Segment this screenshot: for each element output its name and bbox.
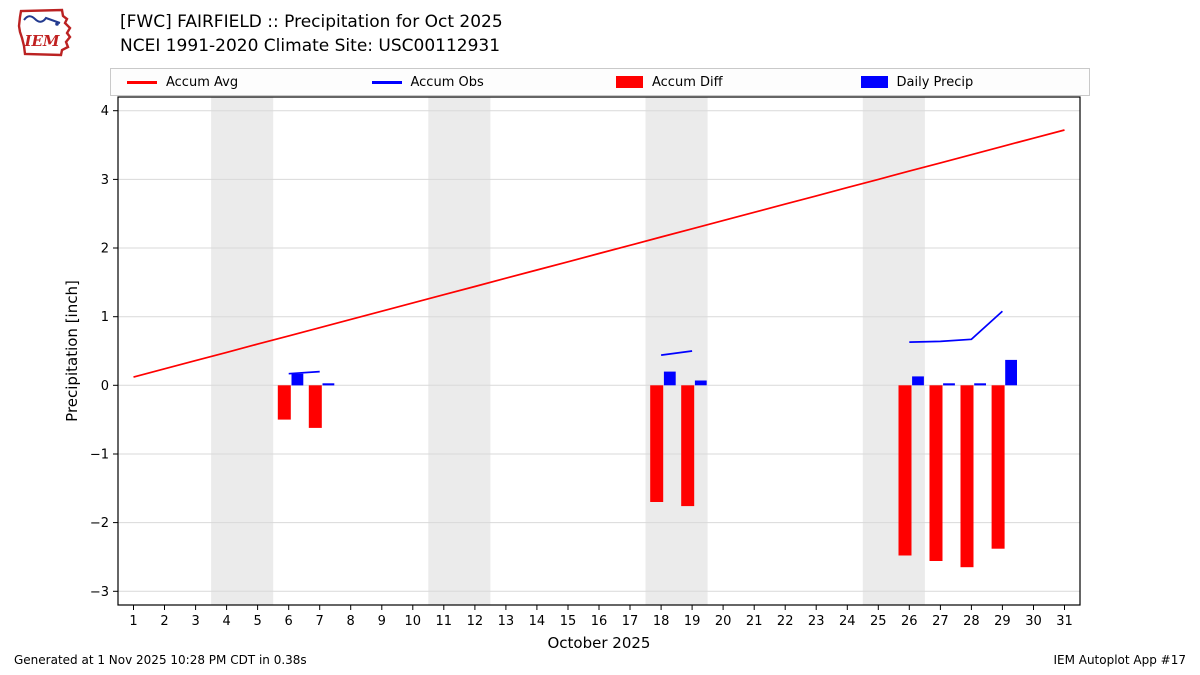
- svg-text:30: 30: [1025, 614, 1042, 629]
- svg-text:13: 13: [498, 614, 515, 629]
- svg-text:−1: −1: [90, 448, 109, 463]
- svg-text:1: 1: [101, 310, 109, 325]
- svg-text:2: 2: [101, 242, 109, 257]
- svg-text:17: 17: [622, 614, 639, 629]
- title-line-1: [FWC] FAIRFIELD :: Precipitation for Oct…: [120, 12, 503, 32]
- logo-text: IEM: [23, 32, 59, 50]
- weather-front-icon: [23, 15, 61, 24]
- svg-text:7: 7: [316, 614, 324, 629]
- station-dot-icon: [55, 22, 59, 26]
- svg-text:31: 31: [1056, 614, 1073, 629]
- svg-text:1: 1: [129, 614, 137, 629]
- svg-text:12: 12: [467, 614, 484, 629]
- legend-label: Accum Obs: [410, 74, 484, 90]
- svg-text:15: 15: [560, 614, 577, 629]
- svg-text:14: 14: [529, 614, 546, 629]
- series-accum-avg: [133, 129, 1065, 378]
- svg-text:26: 26: [901, 614, 918, 629]
- svg-text:11: 11: [436, 614, 453, 629]
- svg-text:9: 9: [378, 614, 386, 629]
- weekend-bands: [211, 97, 925, 605]
- svg-text:2: 2: [160, 614, 168, 629]
- legend-label: Daily Precip: [896, 74, 974, 90]
- legend-label: Accum Diff: [652, 74, 723, 90]
- svg-text:29: 29: [994, 614, 1011, 629]
- svg-text:28: 28: [963, 614, 980, 629]
- plot-frame: [117, 96, 1081, 606]
- iem-logo: IEM: [17, 8, 72, 57]
- svg-text:10: 10: [405, 614, 422, 629]
- accum-diff-bar-swatch-icon: [616, 76, 643, 88]
- svg-text:3: 3: [191, 614, 199, 629]
- svg-text:25: 25: [870, 614, 887, 629]
- legend-label: Accum Avg: [166, 74, 239, 90]
- legend-item-daily-precip: Daily Precip: [845, 75, 1090, 90]
- svg-text:24: 24: [839, 614, 856, 629]
- svg-text:−2: −2: [90, 516, 109, 531]
- svg-text:16: 16: [591, 614, 608, 629]
- svg-text:3: 3: [101, 173, 109, 188]
- svg-text:27: 27: [932, 614, 949, 629]
- legend-item-accum-avg: Accum Avg: [111, 75, 356, 90]
- svg-text:0: 0: [101, 379, 109, 394]
- svg-text:21: 21: [746, 614, 763, 629]
- svg-text:6: 6: [285, 614, 293, 629]
- y-axis-label: Precipitation [inch]: [63, 280, 81, 422]
- legend-item-accum-diff: Accum Diff: [600, 75, 845, 90]
- footer-generated-text: Generated at 1 Nov 2025 10:28 PM CDT in …: [14, 653, 307, 667]
- svg-text:4: 4: [222, 614, 230, 629]
- legend-item-accum-obs: Accum Obs: [356, 75, 601, 90]
- series-daily-precip: [291, 359, 1017, 386]
- series-accum-diff: [277, 385, 1005, 568]
- title-line-2: NCEI 1991-2020 Climate Site: USC00112931: [120, 36, 501, 56]
- page-title: [FWC] FAIRFIELD :: Precipitation for Oct…: [120, 10, 503, 58]
- accum-avg-line-swatch-icon: [127, 80, 157, 84]
- svg-text:22: 22: [777, 614, 794, 629]
- x-axis-label: October 2025: [548, 634, 651, 652]
- svg-text:19: 19: [684, 614, 701, 629]
- series-accum-obs: [288, 310, 1003, 375]
- footer-app-text: IEM Autoplot App #17: [1053, 653, 1186, 667]
- svg-text:5: 5: [253, 614, 261, 629]
- daily-precip-bar-swatch-icon: [860, 76, 888, 88]
- accum-obs-line-swatch-icon: [371, 80, 402, 84]
- svg-text:20: 20: [715, 614, 732, 629]
- x-ticks: 1 2 3 4 5 6 7 8 9 10 11 12 13 14 15 16 17 18 19 20 21 22 23 24 2…: [129, 605, 1073, 629]
- svg-text:23: 23: [808, 614, 825, 629]
- svg-text:4: 4: [101, 104, 109, 119]
- chart-legend: Accum Avg Accum Obs Accum Diff Daily Pre…: [110, 68, 1090, 96]
- svg-text:−3: −3: [90, 585, 109, 600]
- svg-text:18: 18: [653, 614, 670, 629]
- svg-text:8: 8: [347, 614, 355, 629]
